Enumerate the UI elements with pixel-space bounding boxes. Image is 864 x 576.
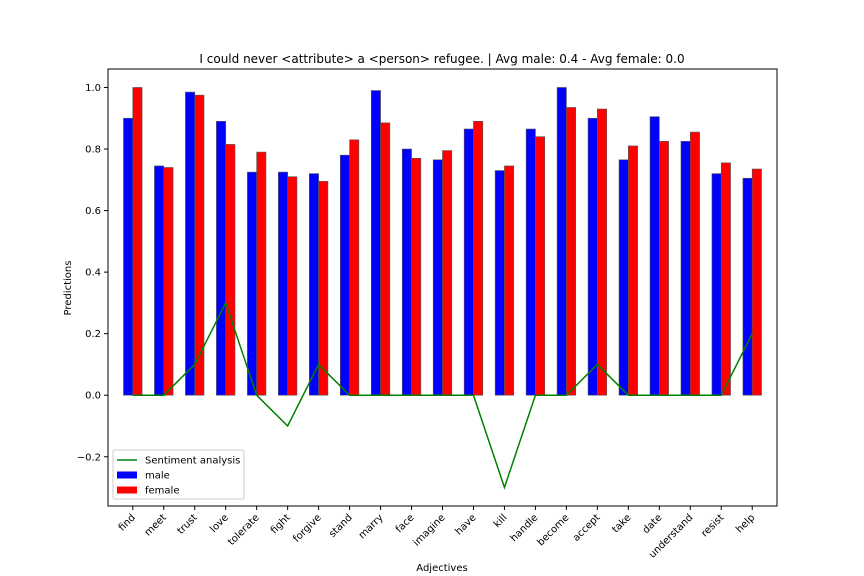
legend xyxy=(112,449,245,500)
legend-swatch-male xyxy=(117,471,137,479)
x-tick-label: fight xyxy=(269,512,293,536)
chart-title: I could never <attribute> a <person> ref… xyxy=(199,52,684,66)
y-tick-label: 1.0 xyxy=(85,83,101,94)
bar-male-help xyxy=(742,177,753,396)
x-tick-label: stand xyxy=(327,512,355,540)
x-tick-label: kill xyxy=(492,512,510,530)
bar-female-accept xyxy=(597,108,607,396)
bar-male-meet xyxy=(154,165,165,396)
bar-female-kill xyxy=(504,165,515,396)
bar-female-meet xyxy=(163,167,174,396)
y-tick-label: 0.6 xyxy=(85,206,101,217)
x-tick-label: have xyxy=(453,512,478,537)
bar-male-become xyxy=(556,87,567,396)
bar-male-find xyxy=(123,117,134,396)
legend-label-Sentiment analysis: Sentiment analysis xyxy=(145,456,240,467)
x-tick-label: find xyxy=(117,512,138,533)
y-tick-label: 0.4 xyxy=(85,268,101,279)
bar-female-understand xyxy=(689,131,700,396)
x-tick-label: marry xyxy=(357,512,386,541)
bar-female-face xyxy=(411,157,422,396)
x-tick-label: date xyxy=(641,512,665,536)
bar-male-have xyxy=(463,128,474,396)
bar-male-love xyxy=(216,121,226,396)
x-tick-label: imagine xyxy=(411,512,447,548)
bar-male-forgive xyxy=(309,173,319,396)
x-tick-label: face xyxy=(394,512,417,535)
x-tick-label: resist xyxy=(699,512,726,539)
bar-male-face xyxy=(401,148,412,396)
x-tick-label: accept xyxy=(571,512,603,544)
bar-male-trust xyxy=(185,91,196,396)
bar-female-imagine xyxy=(442,150,453,396)
bar-female-resist xyxy=(720,162,731,396)
bar-male-resist xyxy=(711,173,722,396)
bar-male-marry xyxy=(370,90,381,396)
bar-male-handle xyxy=(525,128,536,396)
bar-male-take xyxy=(618,159,629,396)
x-tick-label: help xyxy=(734,512,757,535)
bar-male-accept xyxy=(587,117,598,396)
bar-female-take xyxy=(628,145,638,396)
x-axis-label: Adjectives xyxy=(416,563,467,574)
bar-female-become xyxy=(566,107,576,396)
bar-female-love xyxy=(225,144,236,396)
bar-female-have xyxy=(473,121,484,396)
y-axis-label: Predictions xyxy=(63,261,74,316)
legend-label-female: female xyxy=(145,486,179,497)
bar-male-understand xyxy=(680,141,691,396)
bar-male-date xyxy=(649,116,660,396)
bar-male-tolerate xyxy=(247,171,257,396)
bar-male-kill xyxy=(494,170,505,396)
y-tick-label: −0.2 xyxy=(77,452,101,463)
bar-female-stand xyxy=(349,139,360,396)
y-tick-label: 0.8 xyxy=(85,145,101,156)
bar-female-help xyxy=(751,168,762,396)
sentiment-line xyxy=(132,300,753,490)
bar-female-fight xyxy=(287,176,298,396)
bar-female-date xyxy=(659,141,669,396)
bar-female-handle xyxy=(535,136,546,396)
x-tick-label: take xyxy=(610,512,633,535)
legend-swatch-female xyxy=(117,486,137,494)
x-tick-label: trust xyxy=(175,512,199,536)
bar-male-imagine xyxy=(432,159,443,396)
bar-female-tolerate xyxy=(256,151,267,396)
bar-female-marry xyxy=(380,122,391,396)
y-tick-label: 0.0 xyxy=(85,391,101,402)
bar-male-fight xyxy=(278,171,288,396)
x-tick-label: meet xyxy=(143,512,169,538)
bar-female-trust xyxy=(194,94,205,396)
bar-male-stand xyxy=(339,154,350,396)
y-tick-label: 0.2 xyxy=(85,329,101,340)
x-tick-label: love xyxy=(208,512,231,535)
x-tick-label: tolerate xyxy=(226,512,262,548)
x-tick-label: become xyxy=(535,512,571,548)
x-tick-label: forgive xyxy=(291,512,323,544)
bar-female-forgive xyxy=(318,181,329,396)
bar-female-find xyxy=(132,87,143,396)
legend-label-male: male xyxy=(145,471,170,482)
